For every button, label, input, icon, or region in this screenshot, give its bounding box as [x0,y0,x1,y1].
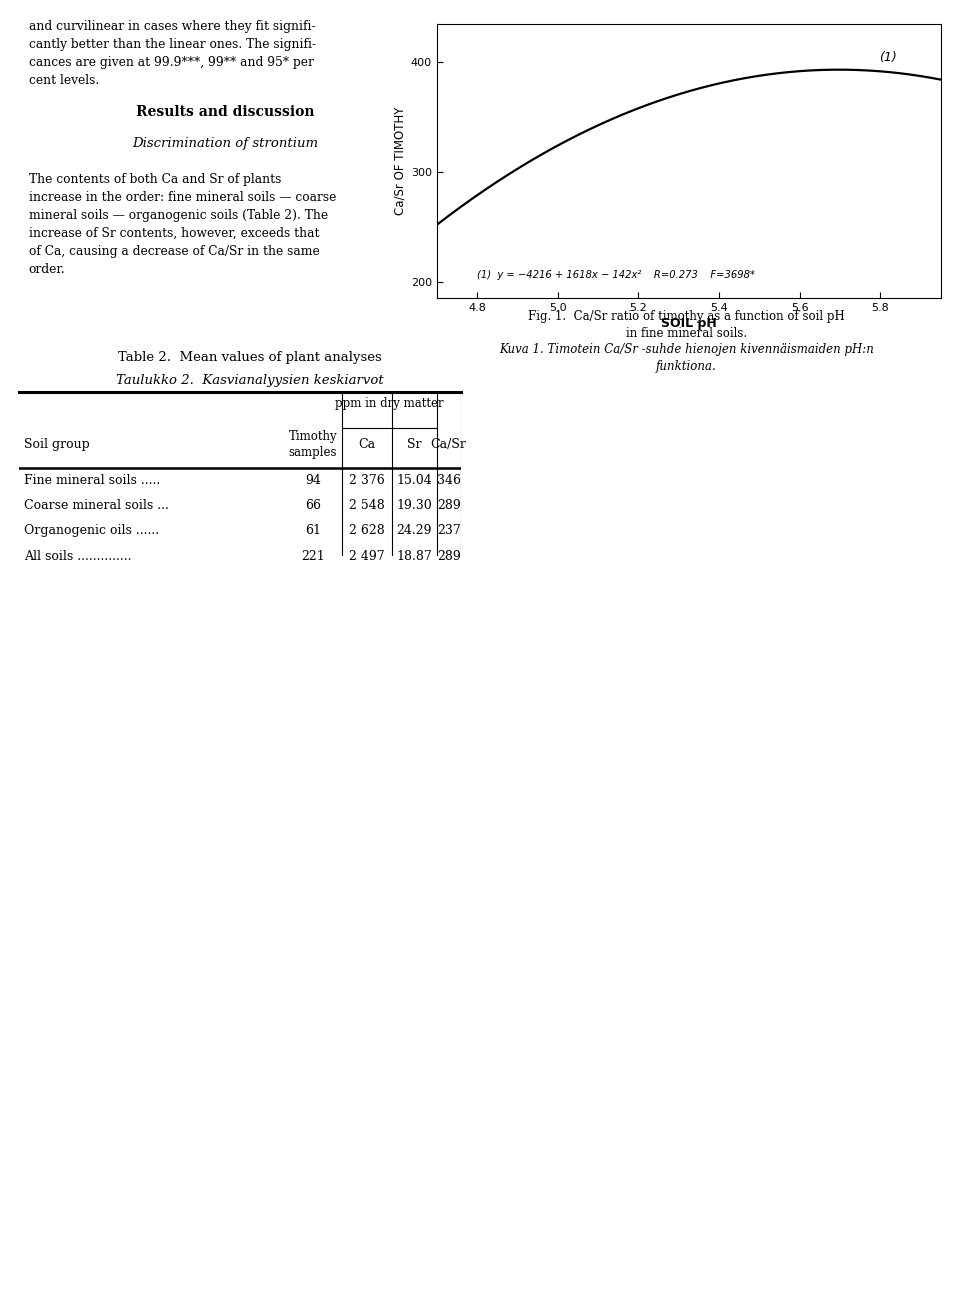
Text: 2 628: 2 628 [349,525,385,538]
Text: 2 497: 2 497 [349,549,385,562]
Text: Kuva 1. Timotein Ca/Sr -suhde hienojen kivennäismaiden pH:n
funktiona.: Kuva 1. Timotein Ca/Sr -suhde hienojen k… [499,343,874,373]
Text: 15.04: 15.04 [396,473,432,487]
Text: 2 376: 2 376 [349,473,385,487]
Text: 18.87: 18.87 [396,549,432,562]
Y-axis label: Ca/Sr OF TIMOTHY: Ca/Sr OF TIMOTHY [394,107,407,215]
Text: and curvilinear in cases where they fit signifi-
cantly better than the linear o: and curvilinear in cases where they fit … [29,20,316,86]
Text: Soil group: Soil group [24,438,89,451]
Text: 289: 289 [437,549,461,562]
Text: Table 2.  Mean values of plant analyses: Table 2. Mean values of plant analyses [118,351,381,364]
Text: 66: 66 [305,500,321,513]
Text: 61: 61 [305,525,321,538]
Text: Coarse mineral soils ...: Coarse mineral soils ... [24,500,169,513]
Text: ppm in dry matter: ppm in dry matter [335,398,444,411]
Text: 289: 289 [437,500,461,513]
Text: Fig. 1.  Ca/Sr ratio of timothy as a function of soil pH
in fine mineral soils.: Fig. 1. Ca/Sr ratio of timothy as a func… [528,310,845,340]
Text: Ca/Sr: Ca/Sr [431,438,467,451]
Text: Organogenic oils ......: Organogenic oils ...... [24,525,158,538]
Text: (1)  y = −4216 + 1618x − 142x²    R=0.273    F=3698*: (1) y = −4216 + 1618x − 142x² R=0.273 F=… [477,269,756,280]
Text: Sr: Sr [407,438,421,451]
Text: 19.30: 19.30 [396,500,432,513]
Text: Discrimination of strontium: Discrimination of strontium [132,137,319,150]
Text: Taulukko 2.  Kasvianalyysien keskiarvot: Taulukko 2. Kasvianalyysien keskiarvot [116,374,383,387]
Text: 94: 94 [305,473,321,487]
Text: 237: 237 [437,525,461,538]
Text: Results and discussion: Results and discussion [136,105,315,119]
Text: 24.29: 24.29 [396,525,432,538]
X-axis label: SOIL pH: SOIL pH [660,318,717,330]
Text: (1): (1) [879,51,897,64]
Text: 2 548: 2 548 [349,500,385,513]
Text: 221: 221 [301,549,324,562]
Text: 346: 346 [437,473,461,487]
Text: Ca: Ca [358,438,375,451]
Text: All soils ..............: All soils .............. [24,549,132,562]
Text: Timothy
samples: Timothy samples [289,430,337,459]
Text: The contents of both Ca and Sr of plants
increase in the order: fine mineral soi: The contents of both Ca and Sr of plants… [29,173,336,276]
Text: Fine mineral soils .....: Fine mineral soils ..... [24,473,160,487]
